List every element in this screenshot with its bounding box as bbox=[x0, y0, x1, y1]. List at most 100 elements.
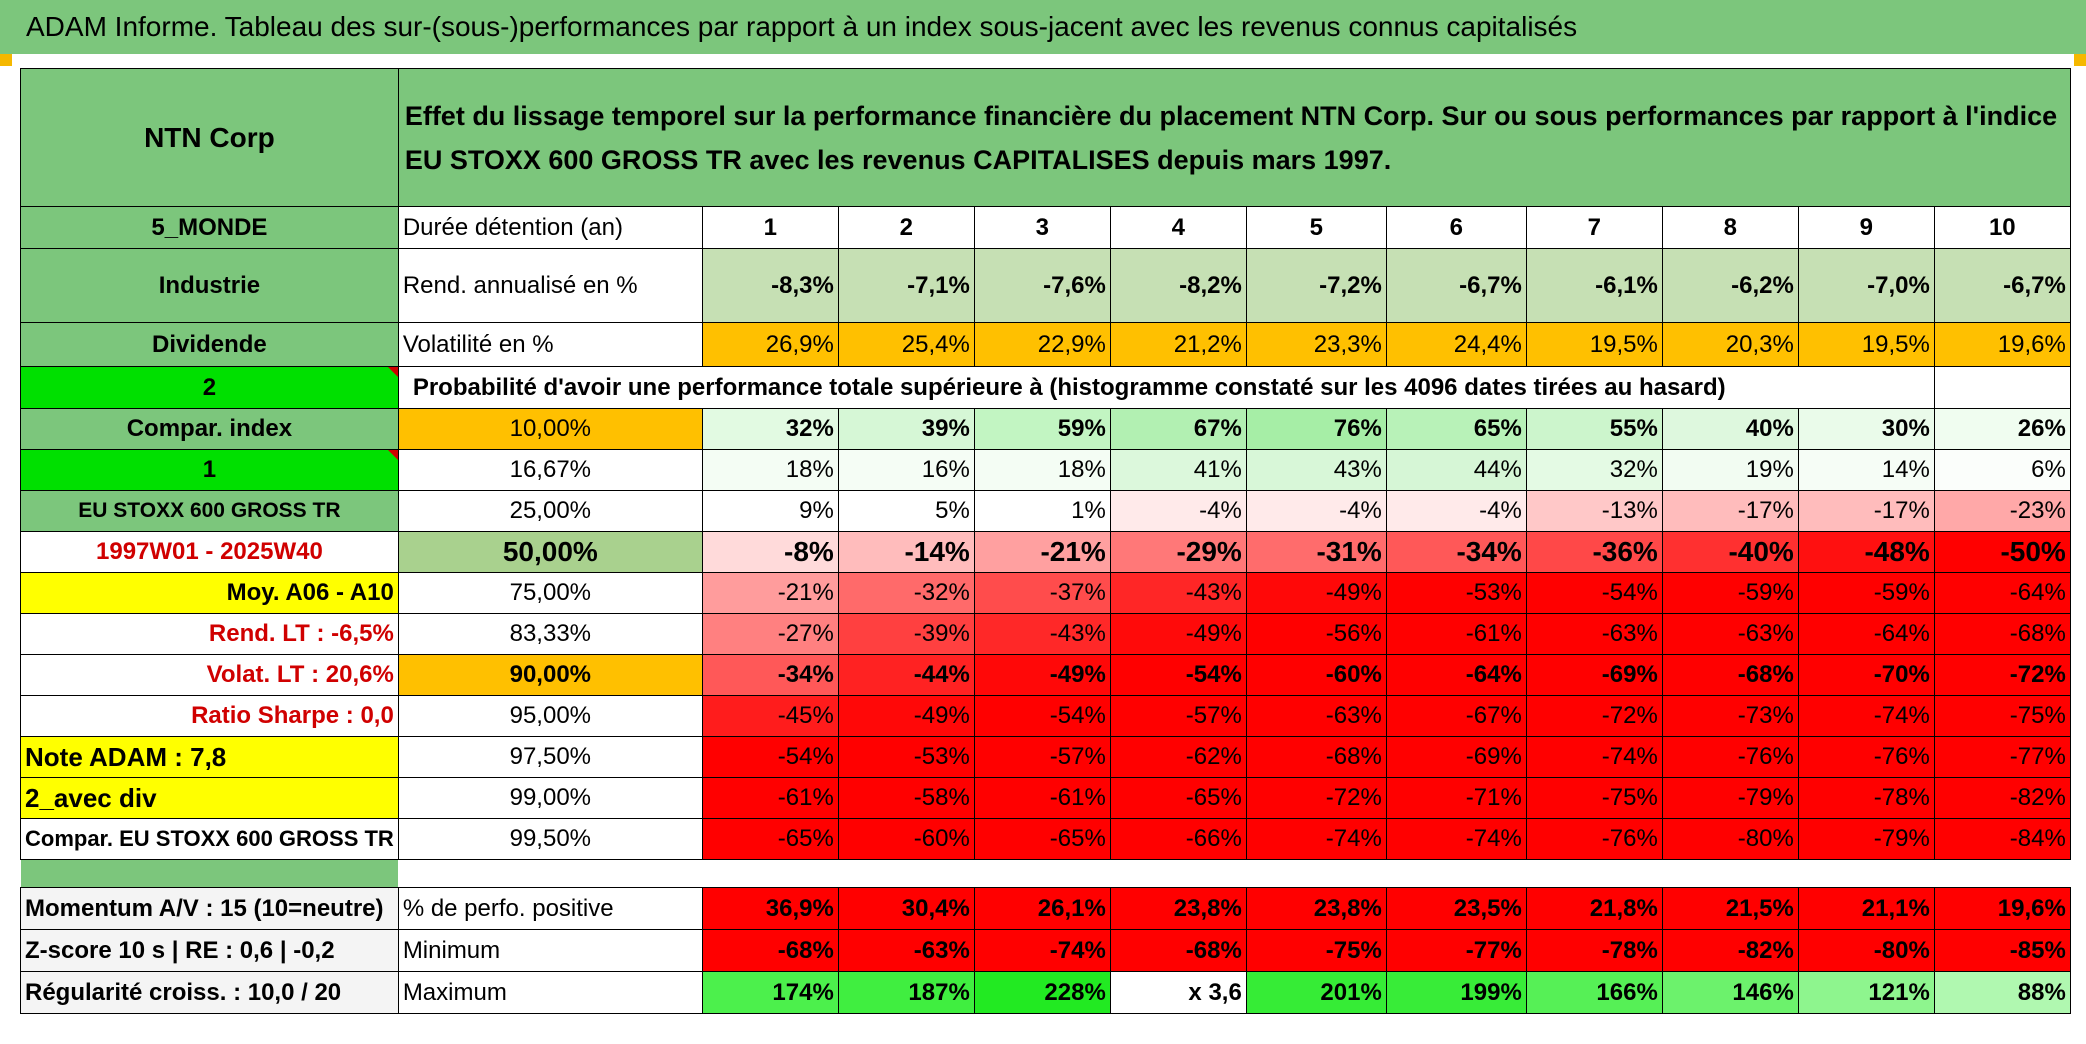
probability-cell: -82% bbox=[1933, 777, 2071, 819]
probability-cell: 55% bbox=[1525, 408, 1663, 450]
minimum-cell: -63% bbox=[837, 929, 975, 972]
probability-cell: -49% bbox=[973, 654, 1111, 696]
maximum-cell: 166% bbox=[1525, 971, 1663, 1014]
index-name-label: EU STOXX 600 GROSS TR bbox=[20, 490, 399, 532]
threshold-percent: 83,33% bbox=[397, 613, 703, 655]
rend-value: -7,6% bbox=[973, 248, 1111, 323]
probability-cell: -31% bbox=[1245, 531, 1387, 573]
rend-value: -8,2% bbox=[1109, 248, 1247, 323]
probability-cell: -70% bbox=[1797, 654, 1935, 696]
rend-value: -8,3% bbox=[701, 248, 839, 323]
corner-marker-right bbox=[2074, 54, 2086, 66]
probability-title: Probabilité d'avoir une performance tota… bbox=[397, 366, 1799, 409]
positive-perf-cell: 23,5% bbox=[1385, 887, 1527, 930]
year-header: 1 bbox=[701, 206, 839, 249]
vol-value: 19,6% bbox=[1933, 322, 2071, 367]
probability-cell: -29% bbox=[1109, 531, 1247, 573]
probability-cell: -74% bbox=[1525, 736, 1663, 778]
probability-cell: 76% bbox=[1245, 408, 1387, 450]
minimum-cell: -68% bbox=[1109, 929, 1247, 972]
compar-label: Compar. EU STOXX 600 GROSS TR bbox=[20, 818, 399, 860]
probability-cell: -63% bbox=[1661, 613, 1799, 655]
probability-cell: 59% bbox=[973, 408, 1111, 450]
vol-value: 25,4% bbox=[837, 322, 975, 367]
probability-cell: -34% bbox=[1385, 531, 1527, 573]
probability-cell: -50% bbox=[1933, 531, 2071, 573]
probability-cell: -8% bbox=[701, 531, 839, 573]
minimum-cell: -75% bbox=[1245, 929, 1387, 972]
threshold-percent: 99,00% bbox=[397, 777, 703, 819]
selector-one[interactable]: 1 bbox=[20, 449, 399, 491]
maximum-cell: 199% bbox=[1385, 971, 1527, 1014]
probability-cell: -14% bbox=[837, 531, 975, 573]
positive-perf-cell: 36,9% bbox=[701, 887, 839, 930]
probability-cell: 40% bbox=[1661, 408, 1799, 450]
positive-label: % de perfo. positive bbox=[397, 887, 703, 930]
maximum-cell: 228% bbox=[973, 971, 1111, 1014]
probability-cell: -64% bbox=[1933, 572, 2071, 614]
vol-value: 23,3% bbox=[1245, 322, 1387, 367]
probability-cell: -48% bbox=[1797, 531, 1935, 573]
probability-cell: -56% bbox=[1245, 613, 1387, 655]
probability-cell: 14% bbox=[1797, 449, 1935, 491]
positive-perf-cell: 21,1% bbox=[1797, 887, 1935, 930]
probability-cell: 44% bbox=[1385, 449, 1527, 491]
probability-cell: -40% bbox=[1661, 531, 1799, 573]
empty-cell bbox=[1798, 366, 1935, 409]
probability-cell: -64% bbox=[1797, 613, 1935, 655]
probability-cell: 18% bbox=[701, 449, 839, 491]
probability-cell: -54% bbox=[1109, 654, 1247, 696]
threshold-percent: 10,00% bbox=[397, 408, 703, 450]
probability-cell: 32% bbox=[701, 408, 839, 450]
rend-value: -7,0% bbox=[1797, 248, 1935, 323]
rend-value: -6,7% bbox=[1385, 248, 1527, 323]
probability-cell: -54% bbox=[973, 695, 1111, 737]
probability-cell: -65% bbox=[973, 818, 1111, 860]
positive-perf-cell: 30,4% bbox=[837, 887, 975, 930]
company-name: NTN Corp bbox=[20, 68, 399, 207]
report-title: ADAM Informe. Tableau des sur-(sous-)per… bbox=[0, 0, 2086, 54]
minimum-cell: -77% bbox=[1385, 929, 1527, 972]
threshold-percent: 16,67% bbox=[397, 449, 703, 491]
positive-perf-cell: 19,6% bbox=[1933, 887, 2071, 930]
probability-cell: -13% bbox=[1525, 490, 1663, 532]
probability-cell: -77% bbox=[1933, 736, 2071, 778]
threshold-percent: 95,00% bbox=[397, 695, 703, 737]
sector-label: Industrie bbox=[20, 248, 399, 323]
year-header: 5 bbox=[1245, 206, 1387, 249]
maximum-cell: 187% bbox=[837, 971, 975, 1014]
zscore-label: Z-score 10 s | RE : 0,6 | -0,2 bbox=[20, 929, 399, 972]
minimum-cell: -68% bbox=[701, 929, 839, 972]
probability-cell: -45% bbox=[701, 695, 839, 737]
probability-cell: -39% bbox=[837, 613, 975, 655]
sharpe-label: Ratio Sharpe : 0,0 bbox=[20, 695, 399, 737]
probability-cell: 41% bbox=[1109, 449, 1247, 491]
probability-cell: 6% bbox=[1933, 449, 2071, 491]
probability-cell: -4% bbox=[1385, 490, 1527, 532]
selector-two[interactable]: 2 bbox=[20, 366, 399, 409]
probability-cell: 16% bbox=[837, 449, 975, 491]
threshold-percent: 90,00% bbox=[397, 654, 703, 696]
vol-value: 19,5% bbox=[1797, 322, 1935, 367]
year-header: 4 bbox=[1109, 206, 1247, 249]
threshold-percent: 50,00% bbox=[397, 531, 703, 573]
probability-cell: -61% bbox=[701, 777, 839, 819]
probability-cell: -76% bbox=[1525, 818, 1663, 860]
maximum-cell: 201% bbox=[1245, 971, 1387, 1014]
probability-cell: -80% bbox=[1661, 818, 1799, 860]
probability-cell: 65% bbox=[1385, 408, 1527, 450]
probability-cell: 5% bbox=[837, 490, 975, 532]
probability-cell: 1% bbox=[973, 490, 1111, 532]
probability-cell: -23% bbox=[1933, 490, 2071, 532]
probability-cell: -74% bbox=[1385, 818, 1527, 860]
probability-cell: -67% bbox=[1385, 695, 1527, 737]
probability-cell: -74% bbox=[1797, 695, 1935, 737]
probability-cell: -75% bbox=[1933, 695, 2071, 737]
probability-cell: -68% bbox=[1661, 654, 1799, 696]
probability-cell: 67% bbox=[1109, 408, 1247, 450]
probability-cell: -17% bbox=[1661, 490, 1799, 532]
probability-cell: -59% bbox=[1661, 572, 1799, 614]
probability-cell: -36% bbox=[1525, 531, 1663, 573]
table-description: Effet du lissage temporel sur la perform… bbox=[397, 68, 2071, 207]
year-header: 6 bbox=[1385, 206, 1527, 249]
